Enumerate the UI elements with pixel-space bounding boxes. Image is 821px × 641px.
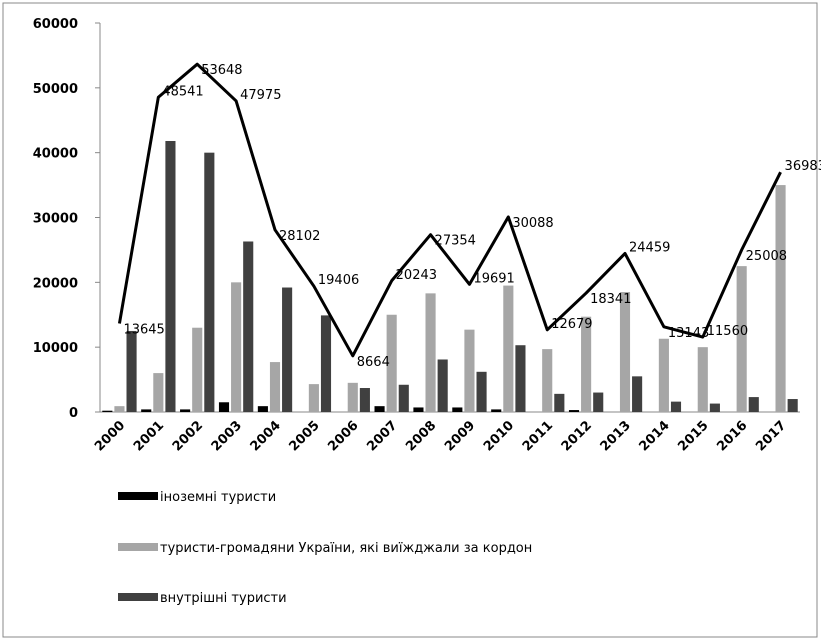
bar — [581, 316, 592, 412]
bar — [180, 409, 191, 412]
bar — [413, 407, 424, 412]
bar — [697, 347, 708, 412]
legend-label: іноземні туристи — [160, 490, 276, 505]
bar — [748, 397, 759, 412]
data-label: 19406 — [318, 273, 359, 288]
bar — [102, 410, 113, 412]
data-label: 53648 — [201, 63, 242, 78]
bar — [347, 382, 358, 412]
data-label: 28102 — [279, 229, 320, 244]
data-label: 19691 — [473, 271, 514, 286]
bar — [736, 266, 747, 412]
data-label: 47975 — [240, 88, 281, 103]
bar — [491, 409, 502, 412]
bar — [141, 409, 152, 412]
bar — [165, 140, 176, 412]
bar — [425, 293, 436, 412]
bar — [257, 406, 268, 412]
y-tick-label: 50000 — [33, 82, 78, 97]
bar — [398, 384, 409, 412]
data-label: 18341 — [590, 292, 631, 307]
bar — [554, 393, 565, 412]
bar — [231, 282, 242, 412]
bar — [709, 403, 720, 412]
data-label: 30088 — [512, 216, 553, 231]
total-line — [117, 62, 782, 358]
bar — [476, 371, 487, 412]
bar — [374, 406, 385, 412]
data-label: 8664 — [357, 355, 390, 370]
data-label: 11560 — [707, 324, 748, 339]
bar — [670, 401, 682, 412]
bar — [464, 329, 475, 412]
bar — [114, 406, 125, 412]
bar — [632, 376, 643, 412]
bar — [308, 384, 319, 412]
bar — [359, 388, 370, 412]
data-label: 13645 — [123, 323, 164, 338]
bar — [593, 392, 604, 412]
y-tick-label: 20000 — [33, 276, 78, 291]
bar — [282, 287, 293, 412]
y-tick-label: 10000 — [33, 341, 78, 356]
bar — [153, 373, 164, 412]
bar — [192, 327, 203, 412]
data-label: 12679 — [551, 317, 592, 332]
bar — [568, 410, 580, 412]
legend-swatch — [118, 543, 158, 551]
bar — [204, 152, 215, 412]
bar — [437, 359, 448, 412]
data-label: 48541 — [162, 84, 203, 99]
data-label: 13143 — [668, 326, 709, 341]
data-label: 20243 — [396, 268, 437, 283]
data-label: 27354 — [435, 234, 476, 249]
bar — [775, 185, 786, 412]
y-tick-label: 60000 — [33, 17, 78, 32]
bar — [218, 402, 230, 412]
bar — [320, 315, 332, 412]
bar — [386, 314, 397, 412]
y-tick-label: 40000 — [33, 147, 78, 162]
bar — [658, 338, 669, 412]
bar — [503, 285, 514, 412]
legend-label: внутрішні туристи — [160, 591, 287, 606]
bar — [619, 292, 631, 412]
bar — [542, 349, 553, 412]
bar — [515, 345, 526, 412]
legend-swatch — [118, 492, 158, 500]
bar — [243, 241, 254, 412]
bar — [126, 330, 137, 412]
legend-swatch — [118, 593, 158, 601]
data-label: 24459 — [629, 240, 670, 255]
data-label: 25008 — [746, 249, 787, 264]
legend-label: туристи-громадяни України, які виїжджали… — [160, 541, 532, 556]
y-tick-label: 0 — [69, 406, 78, 421]
bar — [269, 362, 281, 412]
bar — [787, 399, 798, 412]
y-tick-label: 30000 — [33, 212, 78, 227]
data-label: 36983 — [785, 159, 821, 174]
bar — [452, 407, 463, 412]
